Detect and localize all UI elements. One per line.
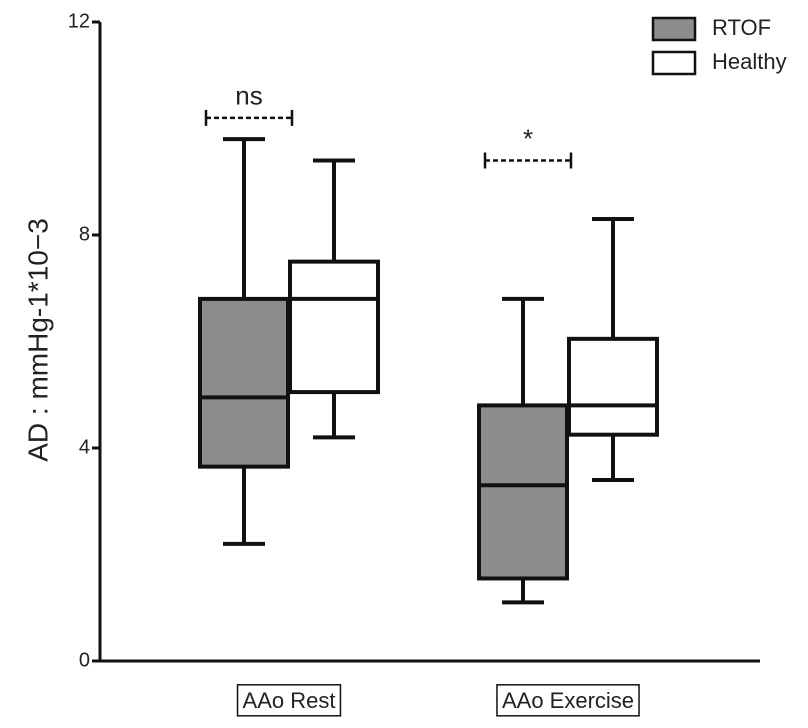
legend-label: Healthy [712,49,787,74]
lower-whisker [502,578,544,605]
x-tick-label: AAo Exercise [502,688,634,713]
upper-whisker [502,296,544,406]
upper-whisker [313,158,355,262]
y-tick-label: 0 [79,649,90,671]
annotation: ns [235,81,262,111]
annotation: * [523,123,533,153]
lower-whisker [223,466,265,546]
x-tick-label-box [236,684,342,717]
bracket-caps [483,152,573,169]
legend-swatch [651,16,697,42]
box [567,336,659,437]
bracket-caps [204,109,294,126]
y-tick-label: 8 [79,223,90,245]
legend-label: RTOF [712,15,771,40]
x-tick-label: AAo Rest [243,688,336,713]
y-tick-label: 12 [68,10,90,32]
y-tick-label: 4 [79,436,90,458]
box [198,296,290,469]
legend-swatch [651,50,697,76]
upper-whisker [223,137,265,299]
upper-whisker [592,217,634,339]
x-tick-label-box [496,684,640,717]
y-axis-label: AD : mmHg-1*10−3 [22,218,53,462]
lower-whisker [313,392,355,440]
lower-whisker [592,434,634,482]
box [288,259,380,395]
box [477,403,569,581]
